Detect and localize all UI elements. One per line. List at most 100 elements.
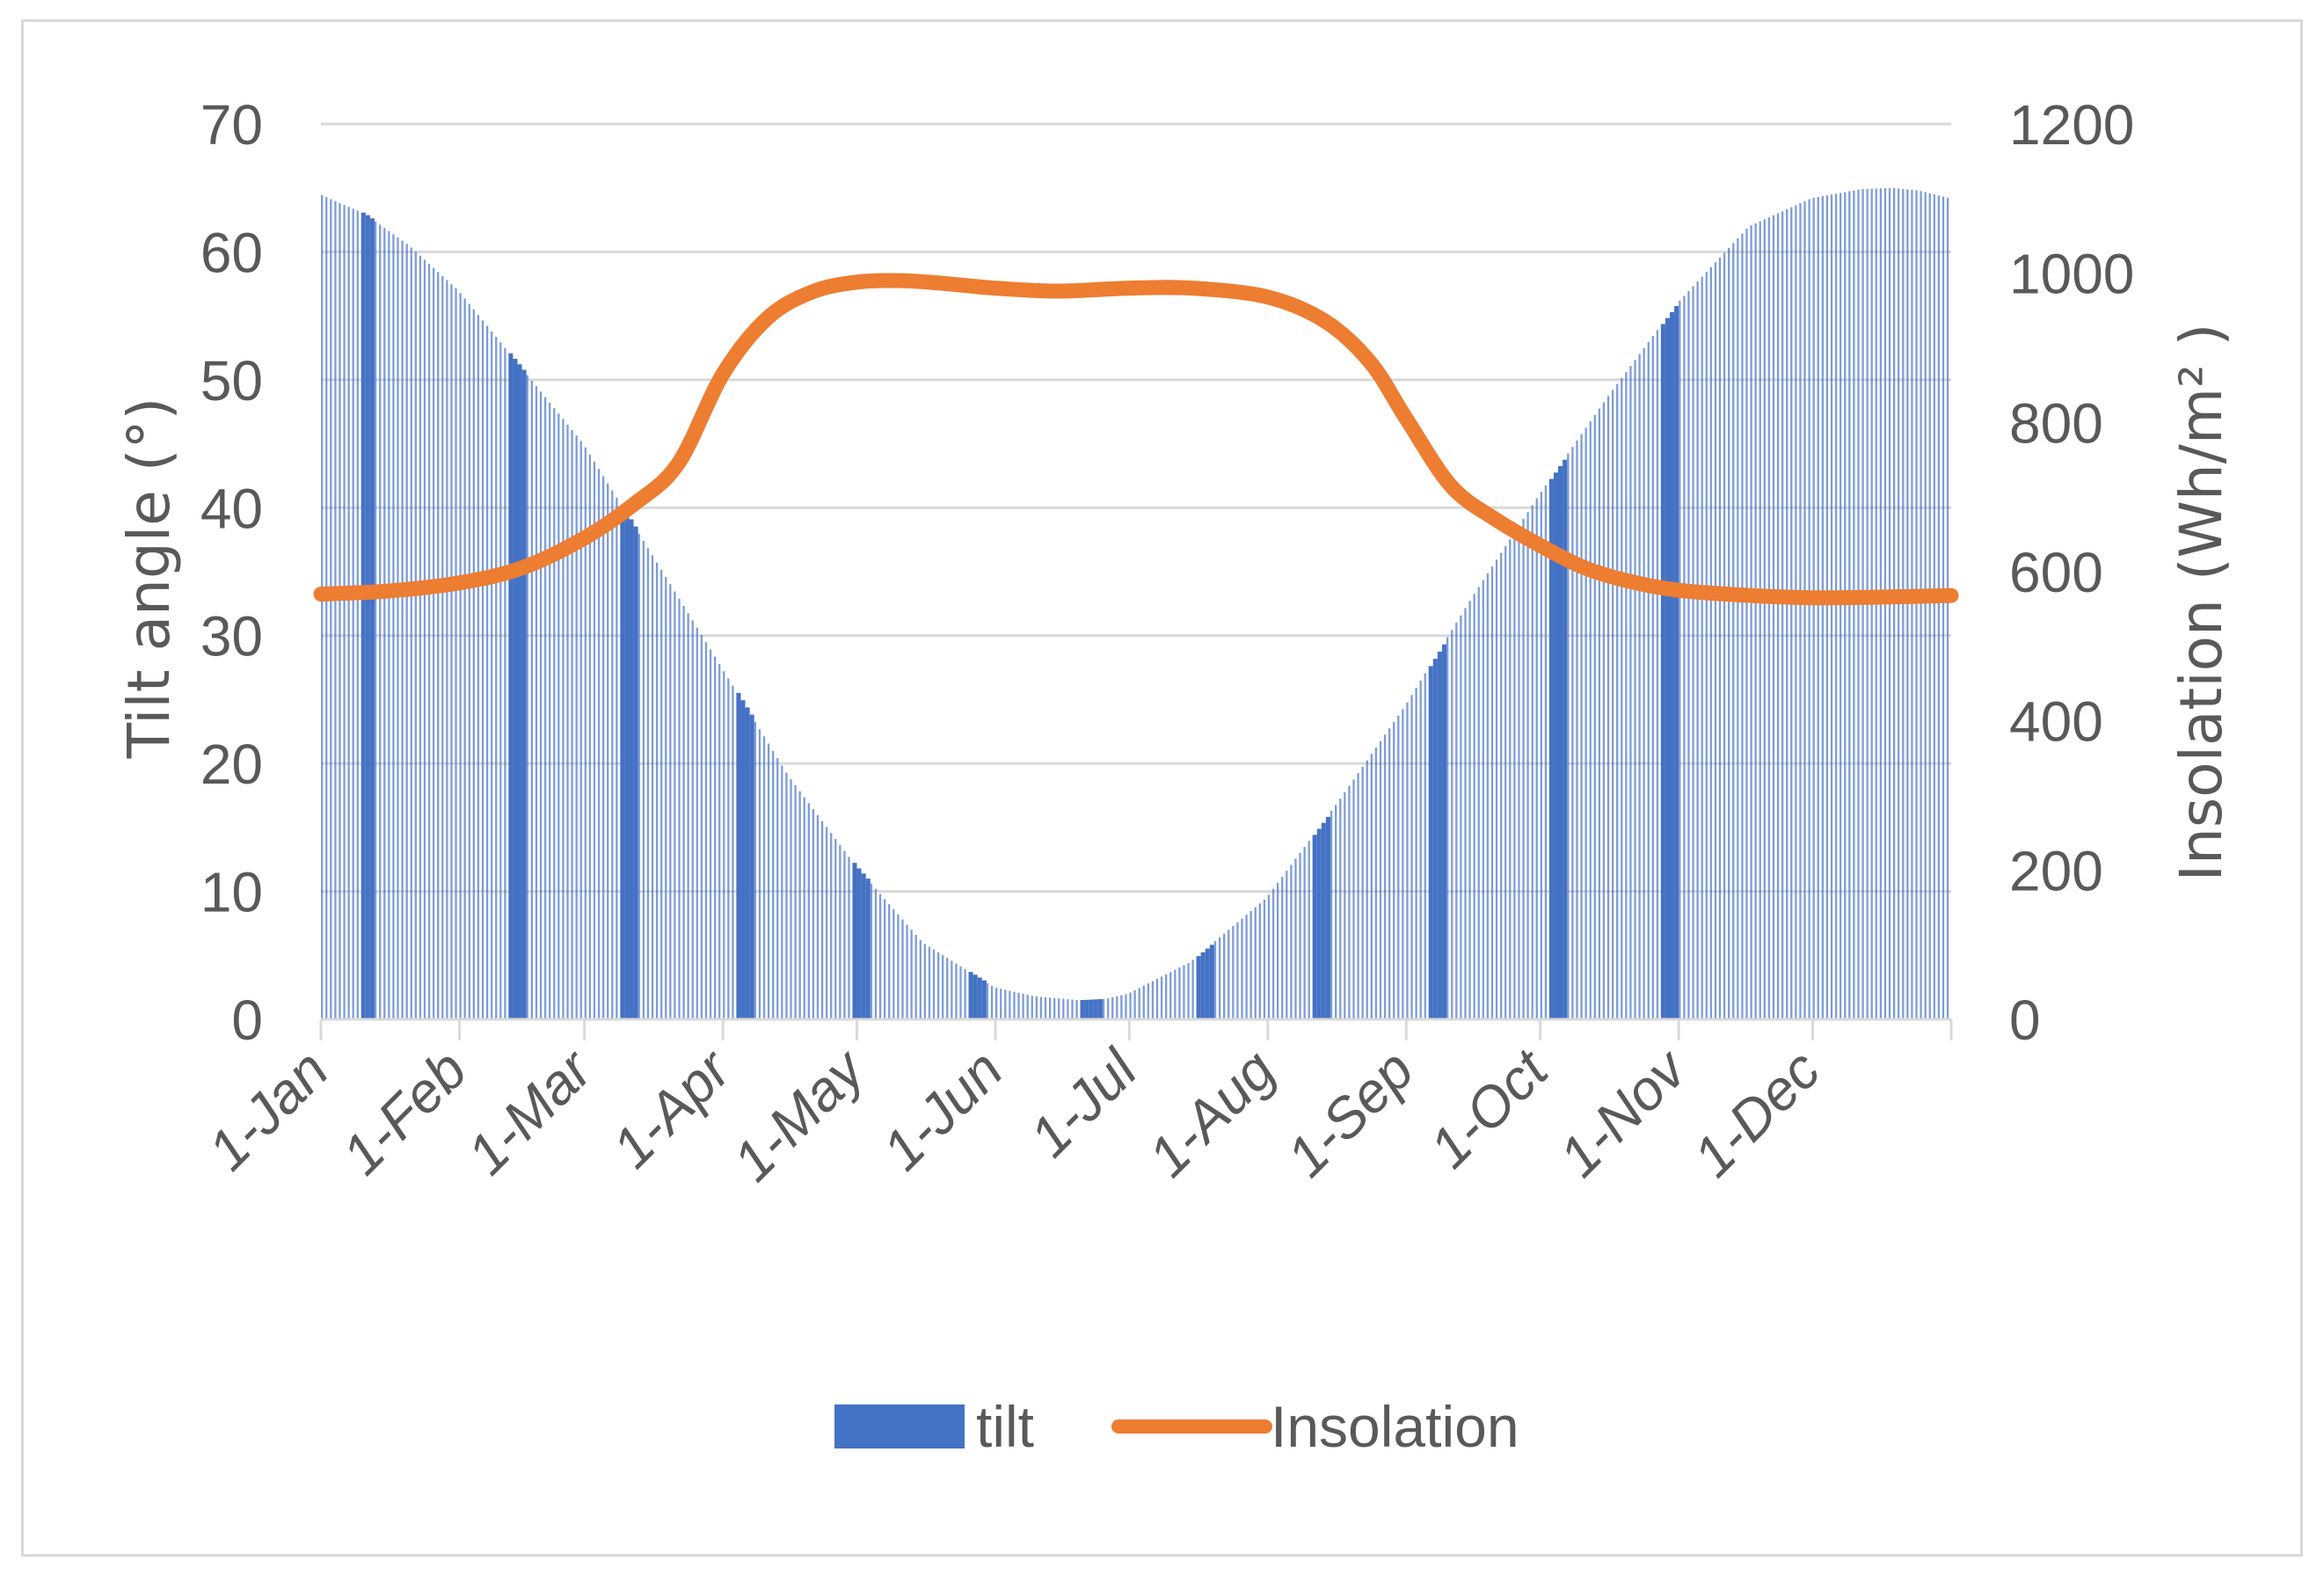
tilt-bar	[1321, 822, 1326, 1019]
tilt-bar	[356, 210, 359, 1020]
tilt-bar	[1795, 205, 1797, 1019]
tilt-bar	[758, 729, 761, 1019]
chart-svg: 0 10 20 30 40 50 60 70 0 200 400 600 800 1000 1200 1-…	[115, 93, 2235, 1459]
tilt-bar	[1352, 779, 1355, 1019]
tilt-bar	[1728, 247, 1730, 1020]
tilt-bar	[990, 986, 994, 1019]
tilt-bar	[620, 505, 625, 1019]
tilt-bar	[1531, 505, 1534, 1019]
tilt-bar	[611, 490, 614, 1019]
tilt-bar	[687, 613, 689, 1019]
tilt-bar	[1468, 601, 1471, 1019]
tilt-bar	[1406, 702, 1409, 1019]
tilt-bar	[669, 584, 672, 1019]
tilt-bar	[1812, 197, 1815, 1019]
tilt-bar	[1379, 741, 1382, 1019]
tilt-bar	[1490, 566, 1494, 1019]
tilt-bar	[1290, 865, 1293, 1019]
tilt-bar	[732, 685, 734, 1019]
tilt-bar	[485, 325, 489, 1019]
tilt-bar	[888, 904, 891, 1019]
tilt-bar	[339, 202, 341, 1020]
tilt-bar	[1790, 207, 1793, 1019]
tilt-bar	[513, 358, 518, 1019]
tilt-bar	[1446, 637, 1449, 1019]
tilt-bar	[1187, 962, 1190, 1019]
tilt-bar	[1111, 996, 1114, 1019]
tilt-bar	[1937, 195, 1941, 1019]
left-tick-label: 0	[231, 989, 263, 1052]
tilt-bar	[1142, 985, 1145, 1019]
tilt-bar	[1477, 587, 1480, 1019]
tilt-bar	[981, 980, 987, 1019]
tilt-bar	[325, 197, 328, 1019]
tilt-bar	[754, 721, 756, 1019]
tilt-bar	[1473, 594, 1475, 1019]
tilt-bar	[1933, 193, 1935, 1019]
tilt-bar	[1335, 805, 1337, 1019]
tilt-bar	[1097, 999, 1103, 1019]
tilt-bar	[1723, 252, 1726, 1019]
tilt-bar	[1643, 347, 1645, 1019]
tilt-bar	[1803, 201, 1806, 1019]
tilt-bar	[1196, 956, 1201, 1019]
tilt-bar	[660, 569, 663, 1019]
tilt-bar	[397, 237, 399, 1019]
tilt-bar	[361, 212, 366, 1019]
chart-frame: 0 10 20 30 40 50 60 70 0 200 400 600 800 1000 1200 1-…	[21, 19, 2303, 1557]
tilt-bar	[955, 963, 958, 1019]
tilt-bar	[696, 627, 698, 1019]
tilt-bar	[1540, 492, 1542, 1019]
tilt-bar	[1258, 903, 1261, 1019]
tilt-bar	[549, 402, 551, 1019]
tilt-bar	[1312, 835, 1317, 1019]
tilt-bar	[1504, 545, 1507, 1019]
tilt-bar	[575, 435, 578, 1020]
tilt-bar	[968, 972, 973, 1019]
tilt-bar	[1424, 673, 1426, 1019]
tilt-bar	[700, 634, 703, 1019]
tilt-bar	[459, 293, 462, 1019]
tilt-bar	[1674, 306, 1679, 1019]
tilt-bar	[794, 784, 797, 1019]
tilt-bar	[1776, 213, 1780, 1019]
x-tick-label: 1-Dec	[1681, 1038, 1832, 1189]
tilt-bar	[910, 930, 913, 1019]
tilt-bar	[678, 598, 681, 1019]
tilt-bar	[745, 707, 750, 1019]
tilt-bar	[642, 541, 645, 1019]
tilt-bar	[365, 215, 370, 1019]
tilt-bar	[517, 364, 522, 1019]
tilt-bar	[1205, 948, 1210, 1019]
tilt-bar	[1165, 974, 1168, 1019]
x-tick-label: 1-Sep	[1275, 1038, 1426, 1189]
tilt-bar	[1271, 888, 1275, 1019]
tilt-bar	[1039, 996, 1043, 1019]
tilt-bar	[1223, 933, 1226, 1019]
tilt-bar	[1593, 414, 1596, 1020]
tilt-bar	[1044, 996, 1047, 1019]
tilt-bar	[1460, 615, 1462, 1019]
tilt-bar	[1817, 196, 1819, 1019]
tilt-bar	[812, 809, 815, 1019]
tilt-bar	[1638, 354, 1641, 1019]
tilt-bar	[557, 413, 560, 1019]
x-tick-label: 1-Apr	[600, 1036, 743, 1179]
tilt-bar	[1330, 810, 1333, 1019]
tilt-bar	[1696, 281, 1699, 1019]
tilt-bar	[1236, 922, 1239, 1019]
tilt-bar	[1428, 666, 1433, 1019]
tilt-bar	[530, 380, 534, 1020]
right-tick-label: 0	[2009, 989, 2041, 1052]
tilt-bar	[432, 267, 435, 1019]
tilt-bar	[1209, 945, 1214, 1019]
tilt-bar	[1522, 518, 1525, 1019]
tilt-bar	[1848, 191, 1851, 1020]
tilt-bar	[1741, 233, 1744, 1019]
tilt-bar	[1299, 852, 1301, 1019]
tilt-bar	[616, 497, 618, 1019]
tilt-bar	[651, 555, 654, 1019]
tilt-bar	[1191, 959, 1194, 1019]
tilt-bar	[1486, 573, 1490, 1019]
tilt-bar	[1509, 539, 1512, 1019]
